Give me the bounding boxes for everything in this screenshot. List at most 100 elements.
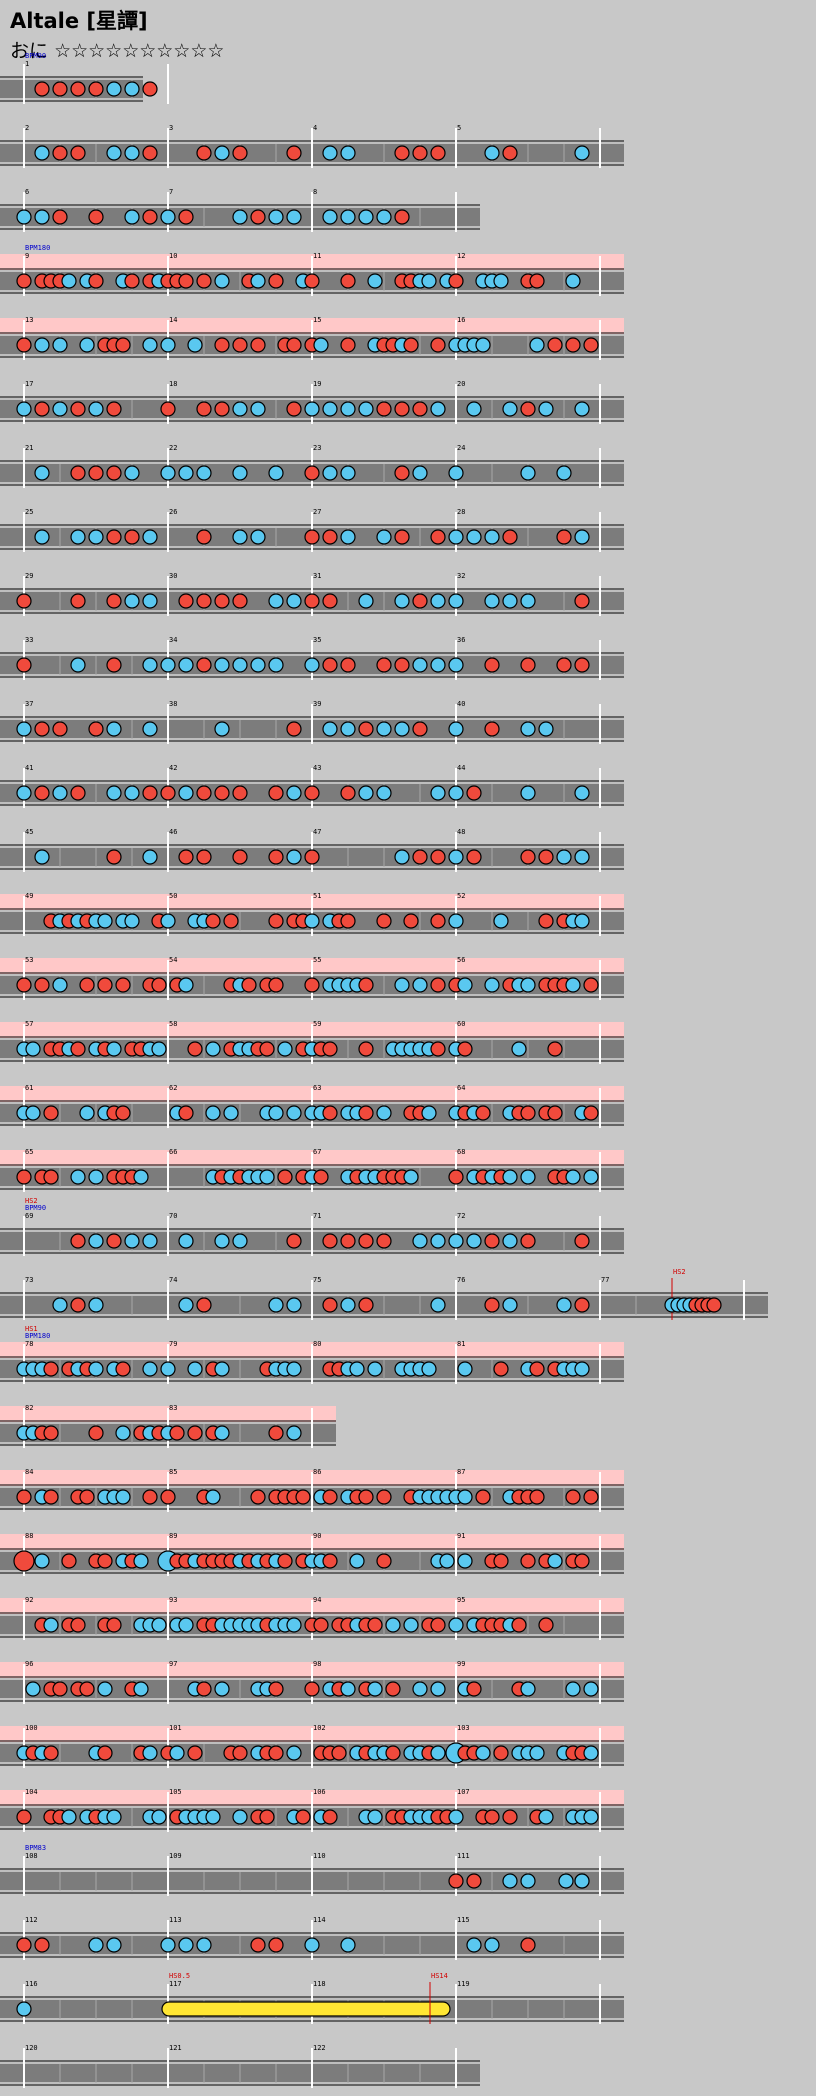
ka-note: [214, 1233, 230, 1249]
ka-note: [34, 465, 50, 481]
ka-note: [574, 401, 590, 417]
ka-note: [169, 1745, 185, 1761]
ka-note: [304, 913, 320, 929]
ka-note: [250, 657, 266, 673]
don-note: [106, 529, 122, 545]
ka-note: [358, 209, 374, 225]
ka-note: [70, 1169, 86, 1185]
ka-note: [520, 721, 536, 737]
ka-note: [376, 785, 392, 801]
don-note: [304, 1681, 320, 1697]
measure-number: 21: [25, 444, 33, 452]
measure-number: 110: [313, 1852, 326, 1860]
ka-note: [142, 1233, 158, 1249]
ka-note: [502, 1169, 518, 1185]
ka-note: [511, 1041, 527, 1057]
ka-note: [88, 1233, 104, 1249]
ka-note: [205, 1105, 221, 1121]
ka-note: [232, 209, 248, 225]
ka-note: [502, 1873, 518, 1889]
measure-number: 44: [457, 764, 465, 772]
don-note: [556, 529, 572, 545]
measure-number: 23: [313, 444, 321, 452]
ka-note: [34, 849, 50, 865]
don-note: [322, 1489, 338, 1505]
don-note: [106, 401, 122, 417]
don-note: [295, 1809, 311, 1825]
don-note: [97, 1553, 113, 1569]
ka-note: [322, 721, 338, 737]
ka-note: [574, 849, 590, 865]
ka-note: [583, 1681, 599, 1697]
don-note: [16, 977, 32, 993]
don-note: [394, 401, 410, 417]
measure-number: 25: [25, 508, 33, 516]
don-note: [16, 1937, 32, 1953]
ka-note: [286, 785, 302, 801]
don-note: [196, 849, 212, 865]
don-note: [286, 145, 302, 161]
ka-note: [439, 1553, 455, 1569]
measure-number: 70: [169, 1212, 177, 1220]
drumroll-note: [161, 2001, 451, 2017]
don-note: [187, 1041, 203, 1057]
ka-note: [52, 977, 68, 993]
measure-number: 53: [25, 956, 33, 964]
measure-number: 106: [313, 1788, 326, 1796]
don-note: [583, 337, 599, 353]
don-note: [385, 1745, 401, 1761]
don-note: [70, 785, 86, 801]
ka-note: [376, 721, 392, 737]
measure-number: 75: [313, 1276, 321, 1284]
ka-note: [25, 1105, 41, 1121]
ka-note: [322, 209, 338, 225]
don-note: [430, 145, 446, 161]
don-note: [187, 1745, 203, 1761]
ka-note: [394, 721, 410, 737]
ka-note: [430, 1745, 446, 1761]
don-note: [547, 1041, 563, 1057]
measure-number: 52: [457, 892, 465, 900]
ka-note: [286, 593, 302, 609]
don-note: [97, 1745, 113, 1761]
ka-note: [574, 785, 590, 801]
ka-note: [493, 913, 509, 929]
don-note: [250, 209, 266, 225]
don-note: [160, 785, 176, 801]
ka-note: [205, 1041, 221, 1057]
measure-number: 63: [313, 1084, 321, 1092]
measure-number: 29: [25, 572, 33, 580]
don-note: [142, 145, 158, 161]
measure-number: 38: [169, 700, 177, 708]
ka-note: [214, 721, 230, 737]
don-note: [52, 209, 68, 225]
measure-number: 97: [169, 1660, 177, 1668]
measure-number: 41: [25, 764, 33, 772]
difficulty-line: おに ☆☆☆☆☆☆☆☆☆☆: [10, 36, 224, 63]
measure-number: 35: [313, 636, 321, 644]
don-note: [268, 913, 284, 929]
hs-label: HS1: [25, 1325, 38, 1333]
ka-note: [412, 1233, 428, 1249]
ka-note: [484, 977, 500, 993]
ka-note: [124, 785, 140, 801]
don-note: [358, 1105, 374, 1121]
ka-note: [565, 977, 581, 993]
measure-number: 62: [169, 1084, 177, 1092]
ka-note: [367, 1361, 383, 1377]
don-note: [52, 1681, 68, 1697]
don-note: [196, 1297, 212, 1313]
measure-number: 64: [457, 1084, 465, 1092]
ka-note: [268, 465, 284, 481]
don-note: [106, 465, 122, 481]
ka-note: [304, 657, 320, 673]
ka-note: [88, 1937, 104, 1953]
don-note: [547, 1105, 563, 1121]
ka-note: [358, 593, 374, 609]
measure-number: 76: [457, 1276, 465, 1284]
measure-number: 122: [313, 2044, 326, 2052]
don-note: [250, 337, 266, 353]
don-note: [232, 145, 248, 161]
ka-note: [214, 145, 230, 161]
